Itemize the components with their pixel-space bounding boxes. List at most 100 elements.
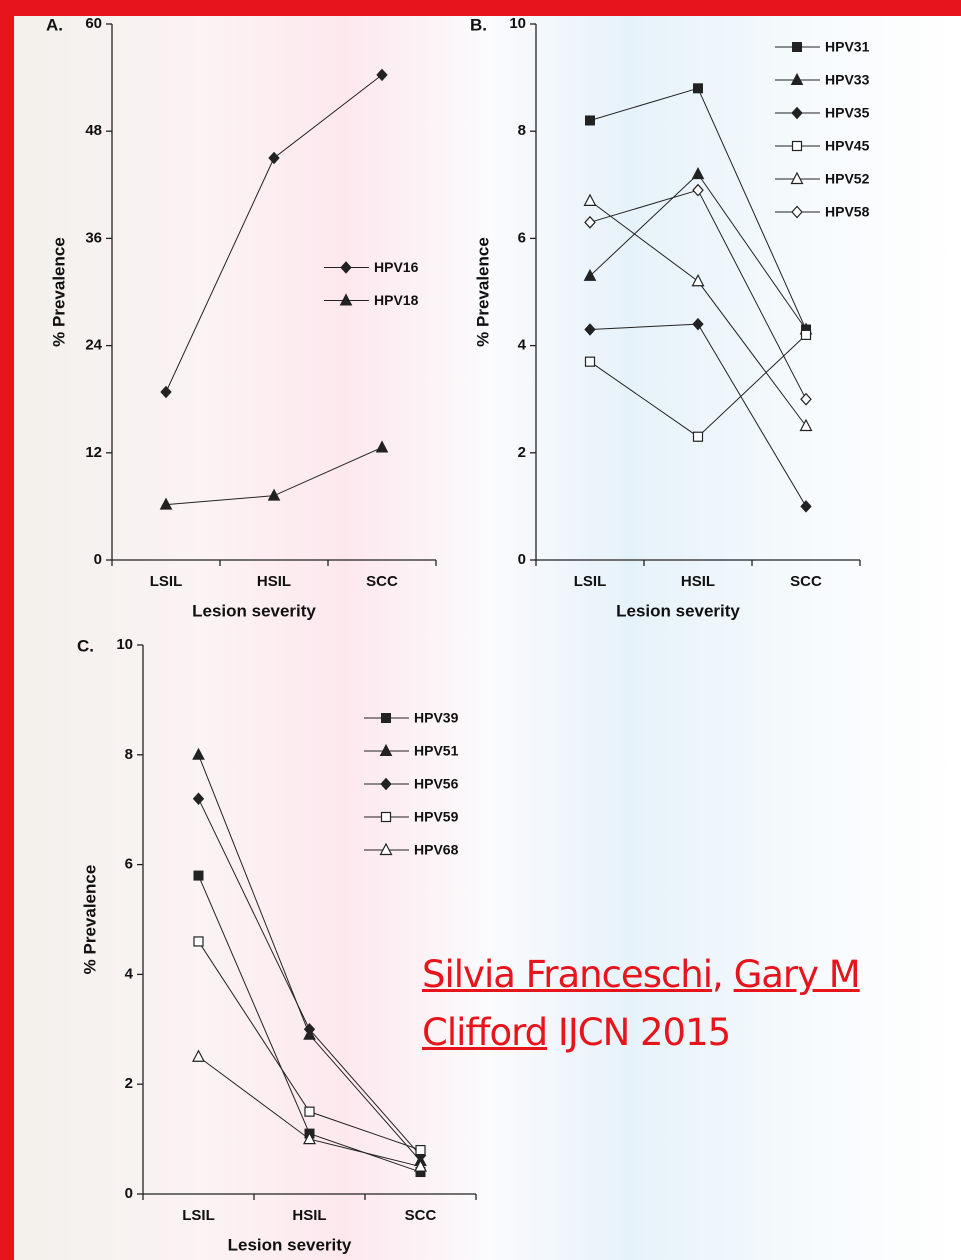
legend-label: HPV39 (414, 710, 459, 726)
y-tick-label: 0 (518, 551, 526, 568)
y-tick-label: 10 (509, 15, 526, 32)
y-tick-label: 60 (85, 15, 102, 32)
legend-label: HPV58 (825, 204, 870, 220)
legend-marker (379, 842, 393, 856)
marker (414, 1159, 427, 1172)
legend-label: HPV56 (414, 776, 459, 792)
marker (192, 747, 205, 760)
series-line (589, 334, 807, 438)
series-line (165, 74, 383, 393)
series-line (198, 941, 421, 1151)
source: IJCN 2015 (557, 1011, 731, 1054)
x-tick-label: SCC (790, 573, 822, 590)
x-axis-title: Lesion severity (616, 601, 740, 620)
legend-label: HPV18 (374, 292, 419, 308)
x-tick-label: LSIL (150, 573, 183, 590)
marker (800, 500, 812, 513)
y-tick-label: 48 (85, 122, 102, 139)
legend-label: HPV33 (825, 72, 870, 88)
marker (375, 440, 389, 453)
y-axis-title: % Prevalence (49, 237, 68, 347)
legend-label: HPV35 (825, 105, 870, 121)
marker (800, 329, 812, 340)
marker (692, 431, 704, 442)
marker (799, 418, 813, 432)
series-line (589, 173, 807, 330)
legend-marker (790, 72, 804, 85)
series-line (589, 323, 807, 507)
marker (159, 497, 173, 510)
x-tick-label: LSIL (182, 1207, 215, 1224)
marker (193, 870, 204, 881)
panel-label: B. (470, 15, 487, 34)
y-tick-label: 8 (125, 746, 133, 763)
x-tick-label: HSIL (257, 573, 291, 590)
x-tick-label: HSIL (681, 573, 715, 590)
series-line (589, 200, 807, 427)
marker (193, 936, 204, 947)
marker (693, 83, 703, 94)
legend-label: HPV59 (414, 809, 459, 825)
y-axis-title: % Prevalence (473, 237, 492, 347)
x-tick-label: SCC (405, 1207, 437, 1224)
legend-marker (380, 777, 392, 791)
y-tick-label: 6 (125, 856, 133, 873)
y-tick-label: 6 (518, 229, 526, 246)
marker (303, 1023, 316, 1036)
legend-label: HPV45 (825, 138, 870, 154)
x-tick-label: HSIL (292, 1207, 326, 1224)
y-tick-label: 0 (125, 1185, 133, 1202)
x-axis-title: Lesion severity (228, 1235, 352, 1254)
marker (584, 215, 596, 229)
marker (692, 317, 704, 331)
separator: , (712, 953, 724, 996)
legend-marker (379, 743, 393, 756)
y-tick-label: 2 (125, 1075, 133, 1092)
marker (192, 792, 205, 805)
y-tick-label: 8 (518, 122, 526, 139)
legend-marker (791, 205, 803, 219)
marker (160, 385, 172, 399)
marker (691, 167, 705, 180)
marker (692, 183, 704, 197)
legend-marker (791, 140, 803, 152)
y-tick-label: 24 (85, 337, 102, 354)
legend-label: HPV68 (414, 842, 459, 858)
legend-marker (792, 42, 802, 52)
marker (585, 115, 595, 126)
marker (304, 1106, 315, 1117)
y-axis-title: % Prevalence (80, 865, 99, 975)
series-line (589, 189, 807, 400)
y-tick-label: 4 (518, 337, 527, 354)
series-line (589, 87, 807, 330)
marker (800, 392, 812, 406)
author-link[interactable]: Gary M Clifford (422, 953, 861, 1054)
marker (583, 268, 597, 281)
legend-marker (340, 261, 352, 274)
legend-label: HPV52 (825, 171, 870, 187)
y-tick-label: 12 (85, 444, 102, 461)
y-tick-label: 36 (85, 229, 102, 246)
legend-label: HPV16 (374, 259, 419, 275)
x-tick-label: LSIL (574, 573, 607, 590)
marker (584, 356, 596, 367)
marker (192, 1049, 205, 1062)
x-axis-title: Lesion severity (192, 601, 316, 620)
legend-marker (791, 106, 803, 120)
marker (303, 1131, 316, 1145)
legend-marker (380, 811, 392, 823)
legend-marker (381, 713, 391, 723)
y-tick-label: 0 (94, 551, 102, 568)
marker (691, 273, 705, 287)
author-link[interactable]: Silvia Franceschi (422, 953, 713, 996)
marker (583, 193, 597, 206)
marker (376, 68, 388, 82)
marker (268, 151, 280, 165)
marker (267, 488, 281, 501)
y-tick-label: 10 (116, 636, 133, 653)
legend-label: HPV31 (825, 39, 870, 55)
legend-marker (339, 293, 353, 306)
